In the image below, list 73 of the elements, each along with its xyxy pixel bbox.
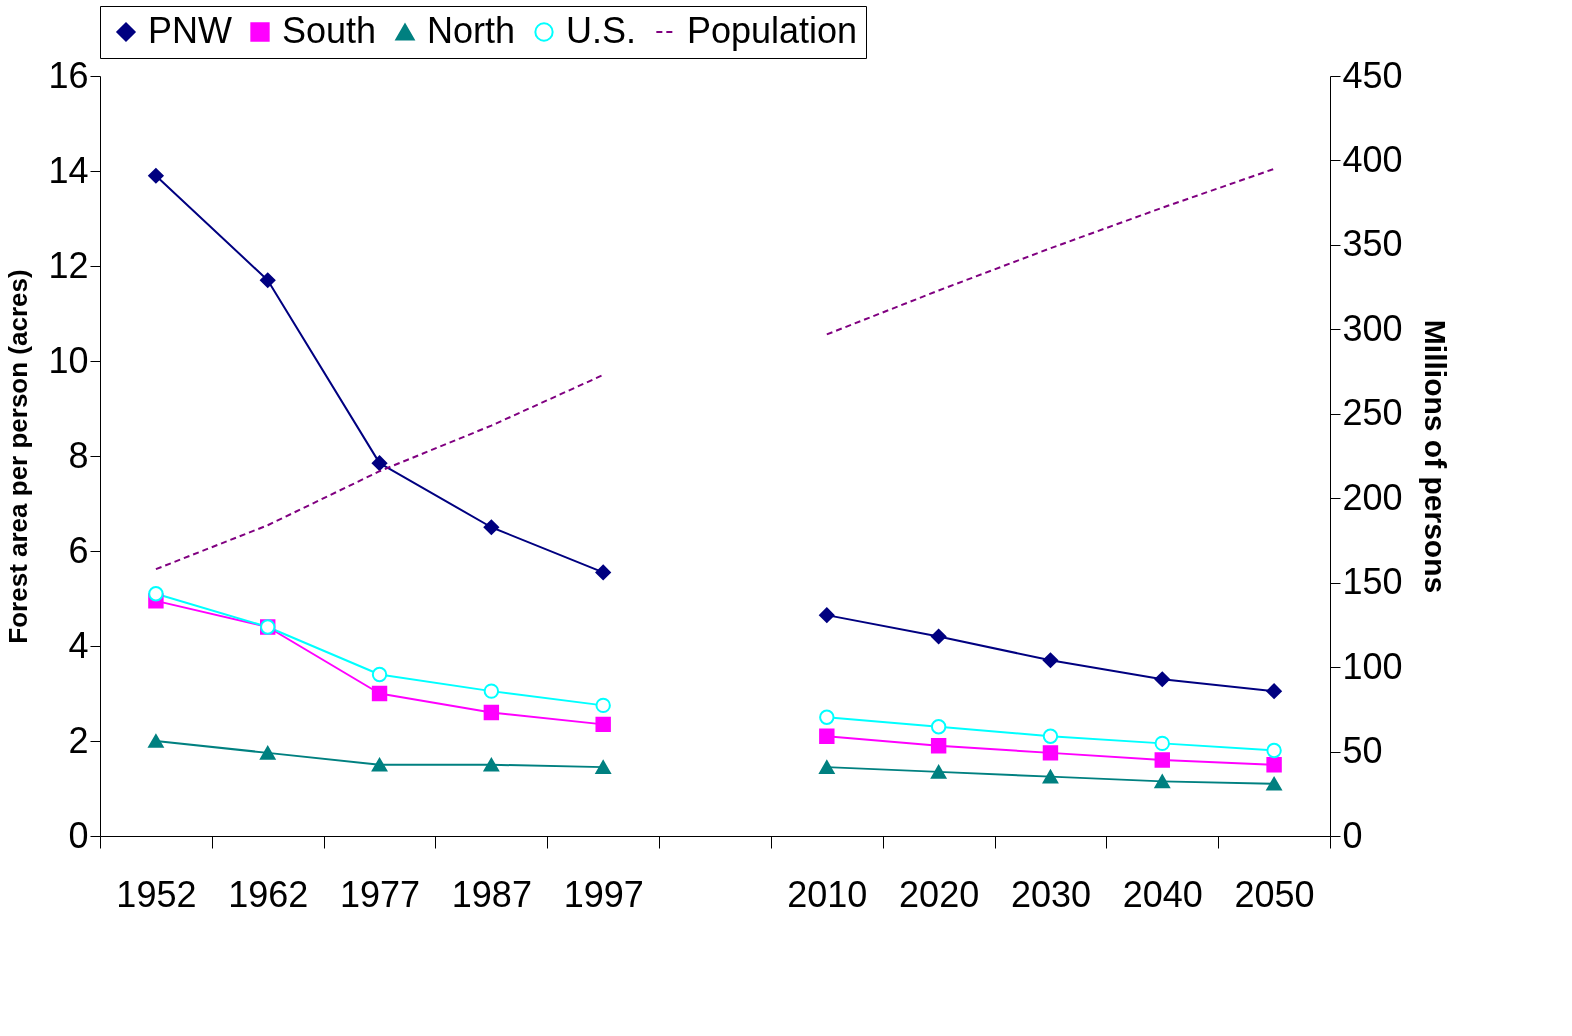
- point: [1266, 742, 1282, 759]
- point: [1042, 745, 1059, 761]
- x-tick-label: 2030: [1010, 873, 1091, 915]
- point: [1266, 776, 1282, 791]
- point: [819, 607, 835, 623]
- point: [1266, 757, 1282, 773]
- point: [148, 586, 164, 602]
- point: [1042, 769, 1059, 784]
- point: [930, 628, 947, 645]
- point: [148, 168, 164, 184]
- legend-label: North: [427, 10, 516, 51]
- point: [1042, 652, 1059, 668]
- y2-tick-label: 150: [1342, 561, 1403, 603]
- y2-tick-label: 100: [1342, 645, 1403, 687]
- point: [930, 719, 947, 735]
- y-tick-label: 2: [68, 719, 89, 761]
- point: [483, 757, 500, 772]
- x-tick-label: 2040: [1122, 873, 1203, 915]
- y-tick-label: 6: [68, 529, 89, 571]
- x-tick-label: 1997: [563, 873, 644, 915]
- point: [371, 685, 388, 702]
- point: [260, 746, 276, 760]
- y2-tick-label: 400: [1342, 138, 1403, 180]
- point: [371, 455, 388, 471]
- y2-axis-title: Millions of persons: [1418, 319, 1452, 594]
- y2-tick-label: 300: [1342, 307, 1403, 349]
- point: [1042, 728, 1059, 744]
- y2-tick-label: 250: [1342, 392, 1403, 434]
- point: [595, 716, 611, 733]
- x-tick-label: 1952: [116, 873, 197, 915]
- x-tick-label: 2010: [787, 873, 868, 915]
- x-tick-label: 1987: [451, 873, 532, 915]
- y2-tick-label: 0: [1342, 814, 1363, 856]
- point: [260, 272, 276, 288]
- point: [930, 765, 947, 779]
- y-axis-title: Forest area per person (acres): [3, 269, 34, 644]
- y-tick-label: 16: [48, 54, 89, 96]
- legend-label: U.S.: [566, 10, 637, 51]
- point: [483, 704, 500, 721]
- y-tick-label: 8: [68, 434, 89, 476]
- x-tick-label: 2050: [1234, 873, 1315, 915]
- point: [819, 709, 835, 725]
- y-tick-label: 4: [68, 624, 89, 666]
- y-tick-label: 0: [68, 814, 89, 856]
- point: [483, 683, 500, 699]
- y2-tick-label: 350: [1342, 223, 1403, 265]
- legend-label: PNW: [148, 10, 233, 51]
- point: [1154, 735, 1170, 752]
- point: [371, 666, 388, 683]
- legend-label: Population: [687, 10, 858, 51]
- point: [1154, 774, 1170, 789]
- point: [930, 738, 947, 754]
- x-tick-label: 1962: [228, 873, 309, 915]
- point: [148, 734, 164, 748]
- point: [819, 760, 835, 774]
- point: [819, 728, 835, 744]
- x-tick-label: 1977: [340, 873, 421, 915]
- point: [483, 519, 500, 535]
- y-tick-label: 10: [48, 339, 89, 381]
- point: [1154, 671, 1170, 687]
- legend-label: South: [282, 10, 377, 51]
- point: [595, 564, 611, 581]
- y-tick-label: 14: [48, 149, 89, 191]
- point: [595, 760, 611, 774]
- point: [595, 697, 611, 714]
- y2-tick-label: 450: [1342, 54, 1403, 96]
- point: [1154, 752, 1170, 768]
- y2-tick-label: 50: [1342, 730, 1383, 772]
- x-tick-label: 2020: [899, 873, 980, 915]
- y2-tick-label: 200: [1342, 476, 1403, 518]
- point: [1266, 683, 1282, 699]
- y-tick-label: 12: [48, 244, 89, 286]
- point: [371, 757, 388, 772]
